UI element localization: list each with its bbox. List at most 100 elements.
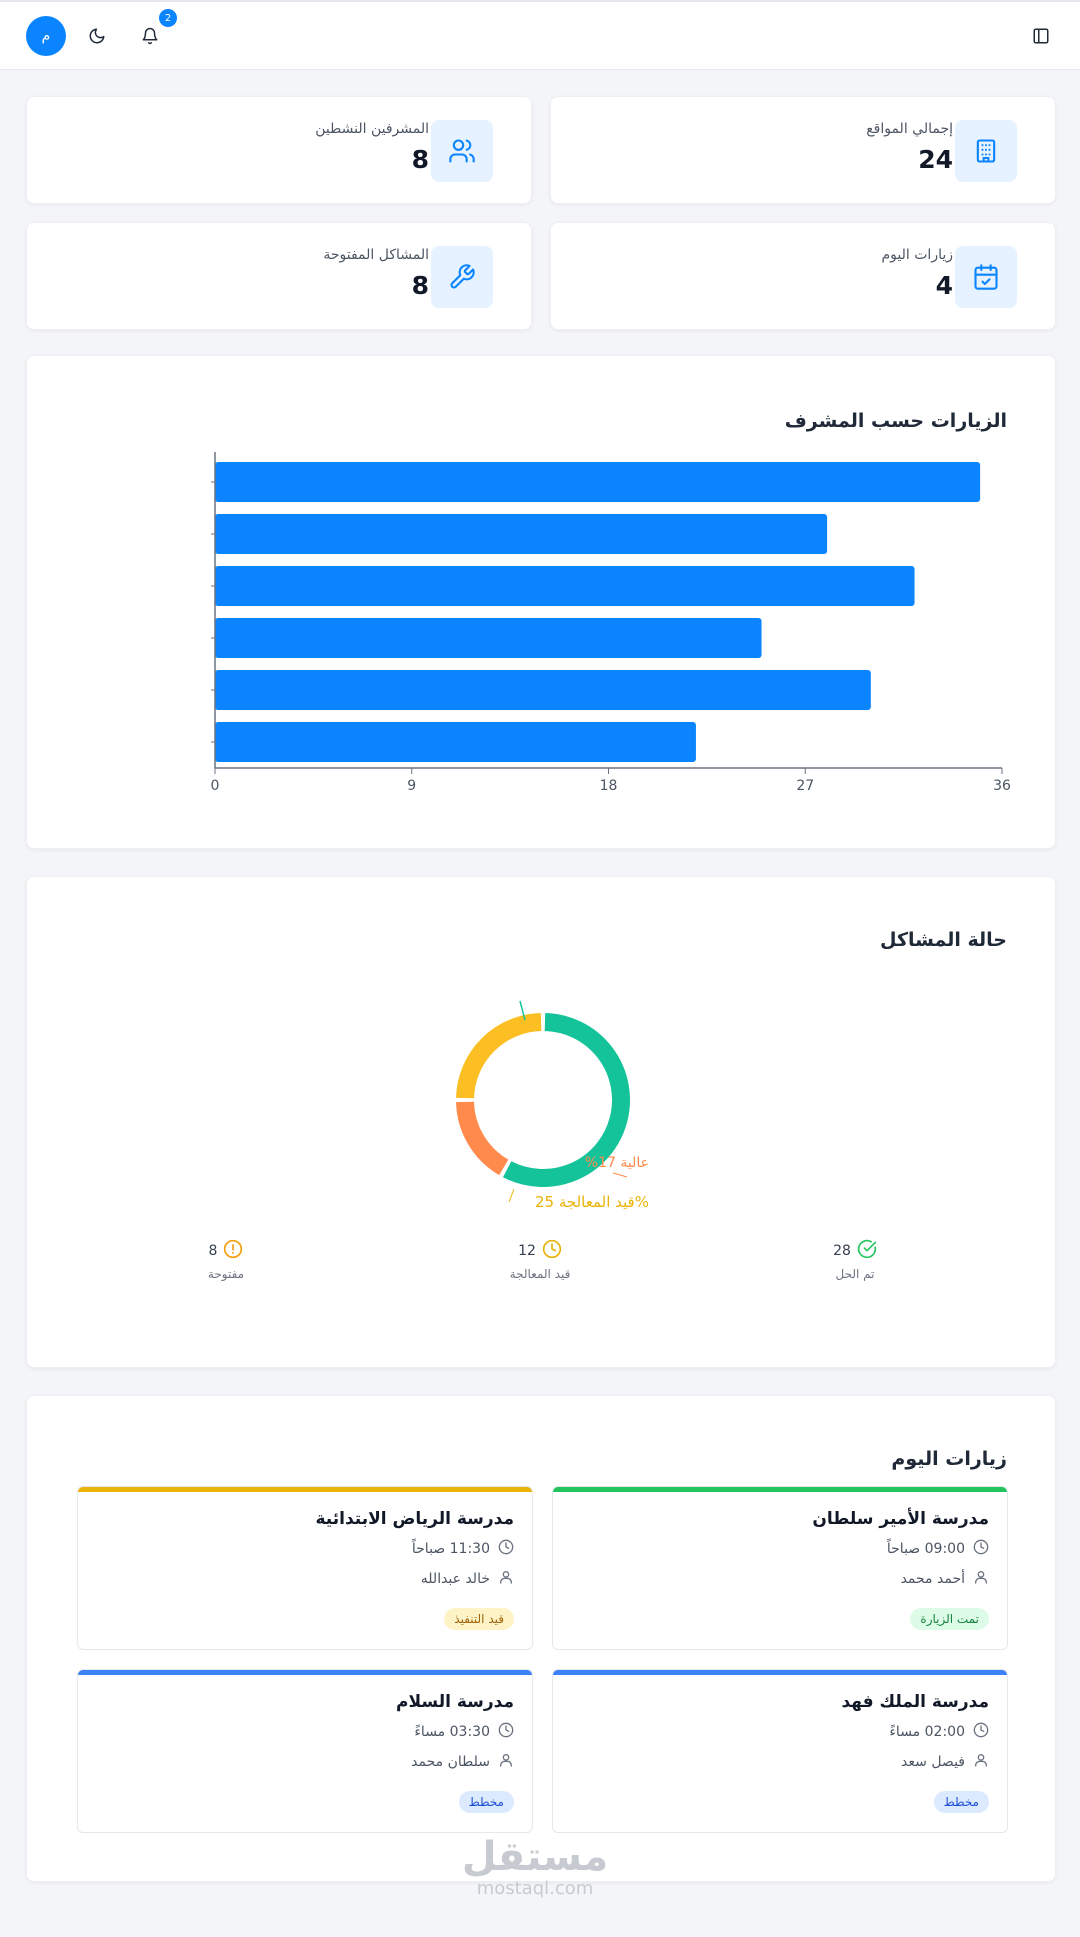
x-tick-label: 0 (211, 778, 220, 794)
stat-label: إجمالي المواقع (866, 121, 953, 137)
stat-label: المشرفين النشطين (315, 121, 429, 137)
legend-value: 28 (833, 1243, 851, 1259)
x-tick-label: 36 (993, 778, 1011, 794)
bell-icon[interactable] (138, 24, 162, 48)
donut-slice (456, 1101, 509, 1176)
bar (215, 618, 762, 658)
bar-chart: 0 9 18 27 36 (211, 452, 1011, 794)
bar (215, 670, 871, 710)
clock-icon (973, 1722, 989, 1742)
avatar[interactable]: م (26, 16, 66, 56)
status-badge: قيد التنفيذ (444, 1608, 514, 1630)
visit-time: 03:30 مساءً (414, 1724, 490, 1740)
visit-status-bar (78, 1487, 532, 1492)
users-icon (431, 120, 493, 182)
user-icon (973, 1569, 989, 1589)
x-tick-label: 9 (407, 778, 416, 794)
clock-icon (498, 1722, 514, 1742)
visit-supervisor: فيصل سعد (901, 1754, 965, 1770)
stat-value: 8 (411, 271, 429, 300)
watermark-latin: mostaql.com (476, 1878, 594, 1899)
visit-time-row: 09:00 صباحاً (887, 1539, 989, 1559)
legend-resolved: 28 تم الحل (795, 1239, 915, 1281)
visit-school-name: مدرسة الرياض الابتدائية (315, 1509, 514, 1529)
visit-status-bar (78, 1670, 532, 1675)
visit-supervisor: أحمد محمد (900, 1571, 965, 1587)
visit-status-bar (553, 1670, 1007, 1675)
watermark-arabic: مستقل (461, 1834, 609, 1880)
legend-open: 8 مفتوحة (166, 1239, 286, 1281)
legend-value: 12 (518, 1243, 536, 1259)
stat-label: المشاكل المفتوحة (323, 247, 429, 263)
section-title: زيارات اليوم (891, 1448, 1007, 1470)
clock-icon (498, 1539, 514, 1559)
visit-time: 02:00 مساءً (889, 1724, 965, 1740)
visit-supervisor-row: خالد عبدالله (421, 1569, 514, 1589)
stat-card-today-visits: زيارات اليوم 4 (550, 222, 1056, 330)
x-tick-label: 18 (600, 778, 618, 794)
x-tick-label: 27 (796, 778, 814, 794)
slice-leader-line (519, 1000, 526, 1021)
donut-slice (503, 1013, 630, 1187)
watermark-logo: مستقل mostaql.com (455, 1835, 615, 1899)
visit-school-name: مدرسة السلام (396, 1692, 514, 1712)
stat-value: 8 (411, 145, 429, 174)
visits-by-supervisor-card: الزيارات حسب المشرف 0 9 18 27 36 (26, 355, 1056, 849)
clock-icon (973, 1539, 989, 1559)
slice-label-high: %17 عالية (585, 1155, 649, 1171)
visit-time-row: 03:30 مساءً (414, 1722, 514, 1742)
visit-supervisor-row: سلطان محمد (411, 1752, 514, 1772)
visit-school-name: مدرسة الملك فهد (841, 1692, 989, 1712)
legend-value: 8 (208, 1243, 218, 1259)
legend-label: مفتوحة (207, 1267, 245, 1281)
calendar-check-icon (955, 246, 1017, 308)
status-badge: مخطط (458, 1791, 514, 1813)
user-icon (498, 1569, 514, 1589)
stat-card-total-sites: إجمالي المواقع 24 (550, 96, 1056, 204)
today-visits-card: زيارات اليوم مدرسة الأمير سلطان 09:00 صب… (26, 1395, 1056, 1882)
visit-card[interactable]: مدرسة الرياض الابتدائية 11:30 صباحاً خال… (77, 1486, 533, 1650)
bar (215, 722, 696, 762)
donut-slice (456, 1013, 542, 1099)
stat-value: 24 (918, 145, 953, 174)
legend-in-progress: 12 قيد المعالجة (480, 1239, 600, 1281)
check-circle-icon (857, 1239, 877, 1263)
visit-card[interactable]: مدرسة الأمير سلطان 09:00 صباحاً أحمد محم… (552, 1486, 1008, 1650)
slice-label-in-progress: قيد المعالجة 25% (535, 1193, 649, 1211)
user-icon (973, 1752, 989, 1772)
building-icon (955, 120, 1017, 182)
bar (215, 462, 981, 502)
notification-badge: 2 (159, 9, 177, 27)
wrench-icon (431, 246, 493, 308)
stat-card-open-issues: المشاكل المفتوحة 8 (26, 222, 532, 330)
visit-time: 11:30 صباحاً (411, 1541, 490, 1557)
issue-status-card: حالة المشاكل %17 عالية قيد المعالجة 25% 2… (26, 876, 1056, 1368)
donut-chart: %17 عالية قيد المعالجة 25% (456, 1000, 649, 1211)
visit-status-bar (553, 1487, 1007, 1492)
bar (215, 566, 915, 606)
moon-icon[interactable] (85, 24, 109, 48)
legend-label: قيد المعالجة (509, 1267, 571, 1281)
top-bar: م 2 (0, 0, 1080, 70)
visit-supervisor-row: فيصل سعد (901, 1752, 989, 1772)
visit-supervisor-row: أحمد محمد (901, 1569, 989, 1589)
user-icon (498, 1752, 514, 1772)
visit-card[interactable]: مدرسة السلام 03:30 مساءً سلطان محمد مخطط (77, 1669, 533, 1833)
sidebar-toggle-icon[interactable] (1029, 24, 1053, 48)
visit-supervisor: سلطان محمد (411, 1754, 490, 1770)
stat-label: زيارات اليوم (881, 247, 953, 263)
status-badge: تمت الزيارة (910, 1608, 989, 1630)
stat-value: 4 (935, 271, 953, 300)
stat-card-active-supervisors: المشرفين النشطين 8 (26, 96, 532, 204)
visit-time: 09:00 صباحاً (886, 1541, 965, 1557)
clock-icon (542, 1239, 562, 1263)
visit-card[interactable]: مدرسة الملك فهد 02:00 مساءً فيصل سعد مخط… (552, 1669, 1008, 1833)
alert-circle-icon (223, 1239, 243, 1263)
visit-time-row: 02:00 مساءً (889, 1722, 989, 1742)
slice-leader-line (508, 1188, 515, 1203)
slice-leader-line (612, 1172, 628, 1178)
visit-supervisor: خالد عبدالله (420, 1571, 490, 1587)
status-badge: مخطط (933, 1791, 989, 1813)
visit-time-row: 11:30 صباحاً (412, 1539, 514, 1559)
section-title: حالة المشاكل (880, 929, 1007, 951)
